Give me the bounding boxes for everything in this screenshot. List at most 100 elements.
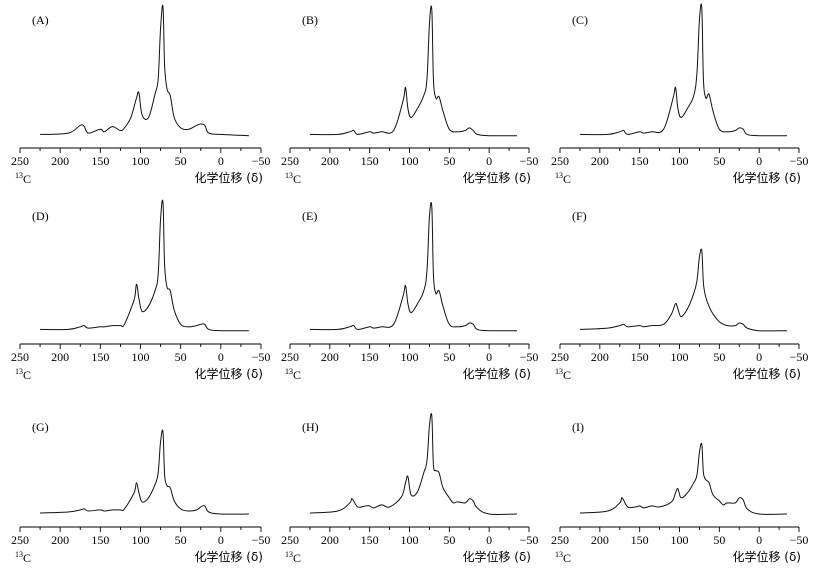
x-tick-label: 50	[175, 154, 187, 168]
x-tick-label: 200	[51, 533, 69, 547]
x-tick-label: 200	[321, 350, 339, 364]
x-tick-label: −50	[790, 533, 809, 547]
x-tick-label: 250	[281, 154, 299, 168]
nucleus-superscript: 13	[15, 550, 23, 559]
x-tick-label: 250	[281, 350, 299, 364]
x-tick-label: 50	[175, 350, 187, 364]
x-tick-label: 200	[591, 154, 609, 168]
x-axis-title: 化学位移 (δ)	[462, 170, 531, 185]
panel-a: (A) 250 200 150 100 50 0 −50 13C 化学位移 (δ)	[11, 4, 270, 186]
x-tick-label: 150	[91, 154, 109, 168]
panel-label: (G)	[32, 420, 49, 434]
spectrum-line	[579, 248, 788, 332]
x-tick-label: 0	[756, 533, 762, 547]
nucleus-label: 13C	[555, 171, 571, 186]
panel-label: (H)	[302, 420, 319, 434]
x-tick-label: 100	[671, 350, 689, 364]
x-tick-label: 100	[401, 154, 419, 168]
x-axis-title: 化学位移 (δ)	[732, 366, 801, 381]
x-tick-label: 200	[51, 154, 69, 168]
panel-h: (H) 250 200 150 100 50 0 −50 13C 化学位移 (δ)	[281, 413, 539, 565]
nucleus-superscript: 13	[555, 171, 563, 180]
x-tick-label: 250	[281, 533, 299, 547]
x-axis-title: 化学位移 (δ)	[194, 366, 263, 381]
panel-label: (A)	[32, 13, 49, 27]
x-tick-label: 200	[321, 533, 339, 547]
nucleus-label: 13C	[285, 171, 301, 186]
x-axis-title: 化学位移 (δ)	[462, 549, 531, 564]
x-tick-label: −50	[252, 533, 271, 547]
x-tick-label: 0	[218, 154, 224, 168]
x-tick-label: 250	[11, 350, 29, 364]
x-tick-label: 250	[551, 154, 569, 168]
panel-label: (C)	[572, 13, 588, 27]
panel-f: (F) 250 200 150 100 50 0 −50 13C 化学位移 (δ)	[551, 209, 808, 382]
nucleus-symbol: C	[563, 172, 571, 186]
nucleus-superscript: 13	[285, 367, 293, 376]
nucleus-symbol: C	[563, 368, 571, 382]
x-tick-label: 250	[551, 350, 569, 364]
x-tick-label: 150	[91, 350, 109, 364]
x-tick-label: 0	[218, 350, 224, 364]
panel-label: (D)	[32, 209, 49, 223]
x-tick-label: 100	[671, 533, 689, 547]
nucleus-superscript: 13	[555, 367, 563, 376]
x-tick-label: 150	[631, 154, 649, 168]
x-tick-label: 100	[132, 154, 150, 168]
x-tick-label: 200	[591, 350, 609, 364]
x-tick-label: 0	[218, 533, 224, 547]
x-tick-label: 50	[443, 154, 455, 168]
x-tick-label: 150	[631, 350, 649, 364]
x-tick-label: 50	[713, 350, 725, 364]
x-tick-label: 100	[132, 350, 150, 364]
x-tick-label: 100	[401, 533, 419, 547]
panel-label: (F)	[572, 209, 587, 223]
x-tick-label: −50	[520, 533, 539, 547]
panel-d: (D) 250 200 150 100 50 0 −50 13C 化学位移 (δ)	[11, 199, 271, 382]
x-tick-label: 150	[361, 154, 379, 168]
x-tick-label: 0	[486, 154, 492, 168]
panel-label: (E)	[302, 209, 317, 223]
spectrum-line	[40, 4, 249, 137]
x-tick-label: 100	[132, 533, 150, 547]
nucleus-label: 13C	[555, 550, 571, 565]
x-tick-label: 150	[361, 350, 379, 364]
x-axis-title: 化学位移 (δ)	[194, 170, 263, 185]
x-tick-label: 50	[713, 533, 725, 547]
x-tick-label: −50	[520, 350, 539, 364]
panel-label: (I)	[572, 420, 584, 434]
x-tick-label: 50	[443, 350, 455, 364]
spectrum-line	[579, 3, 788, 137]
x-tick-label: 0	[486, 533, 492, 547]
nucleus-superscript: 13	[555, 550, 563, 559]
nucleus-symbol: C	[293, 551, 301, 565]
nucleus-symbol: C	[23, 551, 31, 565]
x-axis-title: 化学位移 (δ)	[732, 549, 801, 564]
panel-label: (B)	[302, 13, 318, 27]
x-tick-label: 50	[175, 533, 187, 547]
spectrum-line	[309, 202, 518, 332]
spectrum-line	[40, 429, 249, 515]
nucleus-symbol: C	[293, 172, 301, 186]
x-tick-label: 200	[591, 533, 609, 547]
x-tick-label: 250	[11, 154, 29, 168]
nucleus-label: 13C	[15, 550, 31, 565]
spectrum-line	[309, 413, 518, 515]
panel-g: (G) 250 200 150 100 50 0 −50 13C 化学位移 (δ)	[11, 420, 270, 565]
nucleus-symbol: C	[23, 172, 31, 186]
x-tick-label: 50	[443, 533, 455, 547]
x-tick-label: 150	[631, 533, 649, 547]
nucleus-superscript: 13	[285, 171, 293, 180]
x-tick-label: 100	[401, 350, 419, 364]
x-tick-label: 250	[551, 533, 569, 547]
x-tick-label: 200	[51, 350, 69, 364]
nucleus-superscript: 13	[285, 550, 293, 559]
panel-c: (C) 250 200 150 100 50 0 −50 13C 化学位移 (δ)	[551, 3, 808, 186]
nucleus-superscript: 13	[15, 171, 23, 180]
nucleus-label: 13C	[285, 550, 301, 565]
x-axis-title: 化学位移 (δ)	[462, 366, 531, 381]
spectrum-line	[309, 5, 518, 137]
x-tick-label: −50	[252, 350, 271, 364]
nucleus-label: 13C	[285, 367, 301, 382]
